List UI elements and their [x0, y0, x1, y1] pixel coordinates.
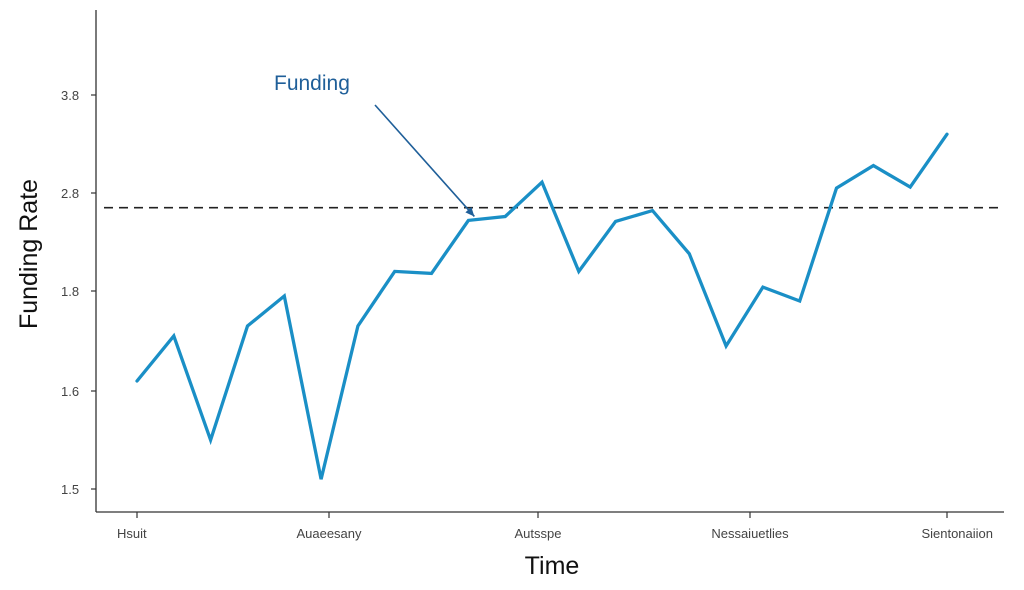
- annotation-arrow: [374, 104, 475, 217]
- annotation-arrowhead: [465, 207, 475, 217]
- annotation: Funding: [274, 72, 475, 217]
- y-ticks: 1.5 1.6 1.8 2.8 3.8: [61, 88, 96, 497]
- x-tick-label: Sientonaiion: [921, 526, 993, 541]
- y-tick-label: 1.6: [61, 384, 79, 399]
- x-tick-label: Nessaiuetlies: [711, 526, 789, 541]
- x-tick-label: Autsspe: [515, 526, 562, 541]
- y-axis-title: Funding Rate: [15, 179, 43, 329]
- annotation-label: Funding: [274, 72, 350, 95]
- x-axis-title: Time: [525, 552, 580, 580]
- y-tick-label: 1.8: [61, 284, 79, 299]
- axes: [95, 10, 1004, 513]
- series-line-funding-rate: [135, 132, 949, 480]
- x-tick-label: Auaeesany: [296, 526, 362, 541]
- y-tick-label: 3.8: [61, 88, 79, 103]
- y-tick-label: 2.8: [61, 186, 79, 201]
- x-ticks: Hsuit Auaeesany Autsspe Nessaiuetlies Siento…: [117, 512, 993, 541]
- x-tick-label: Hsuit: [117, 526, 147, 541]
- y-tick-label: 1.5: [61, 482, 79, 497]
